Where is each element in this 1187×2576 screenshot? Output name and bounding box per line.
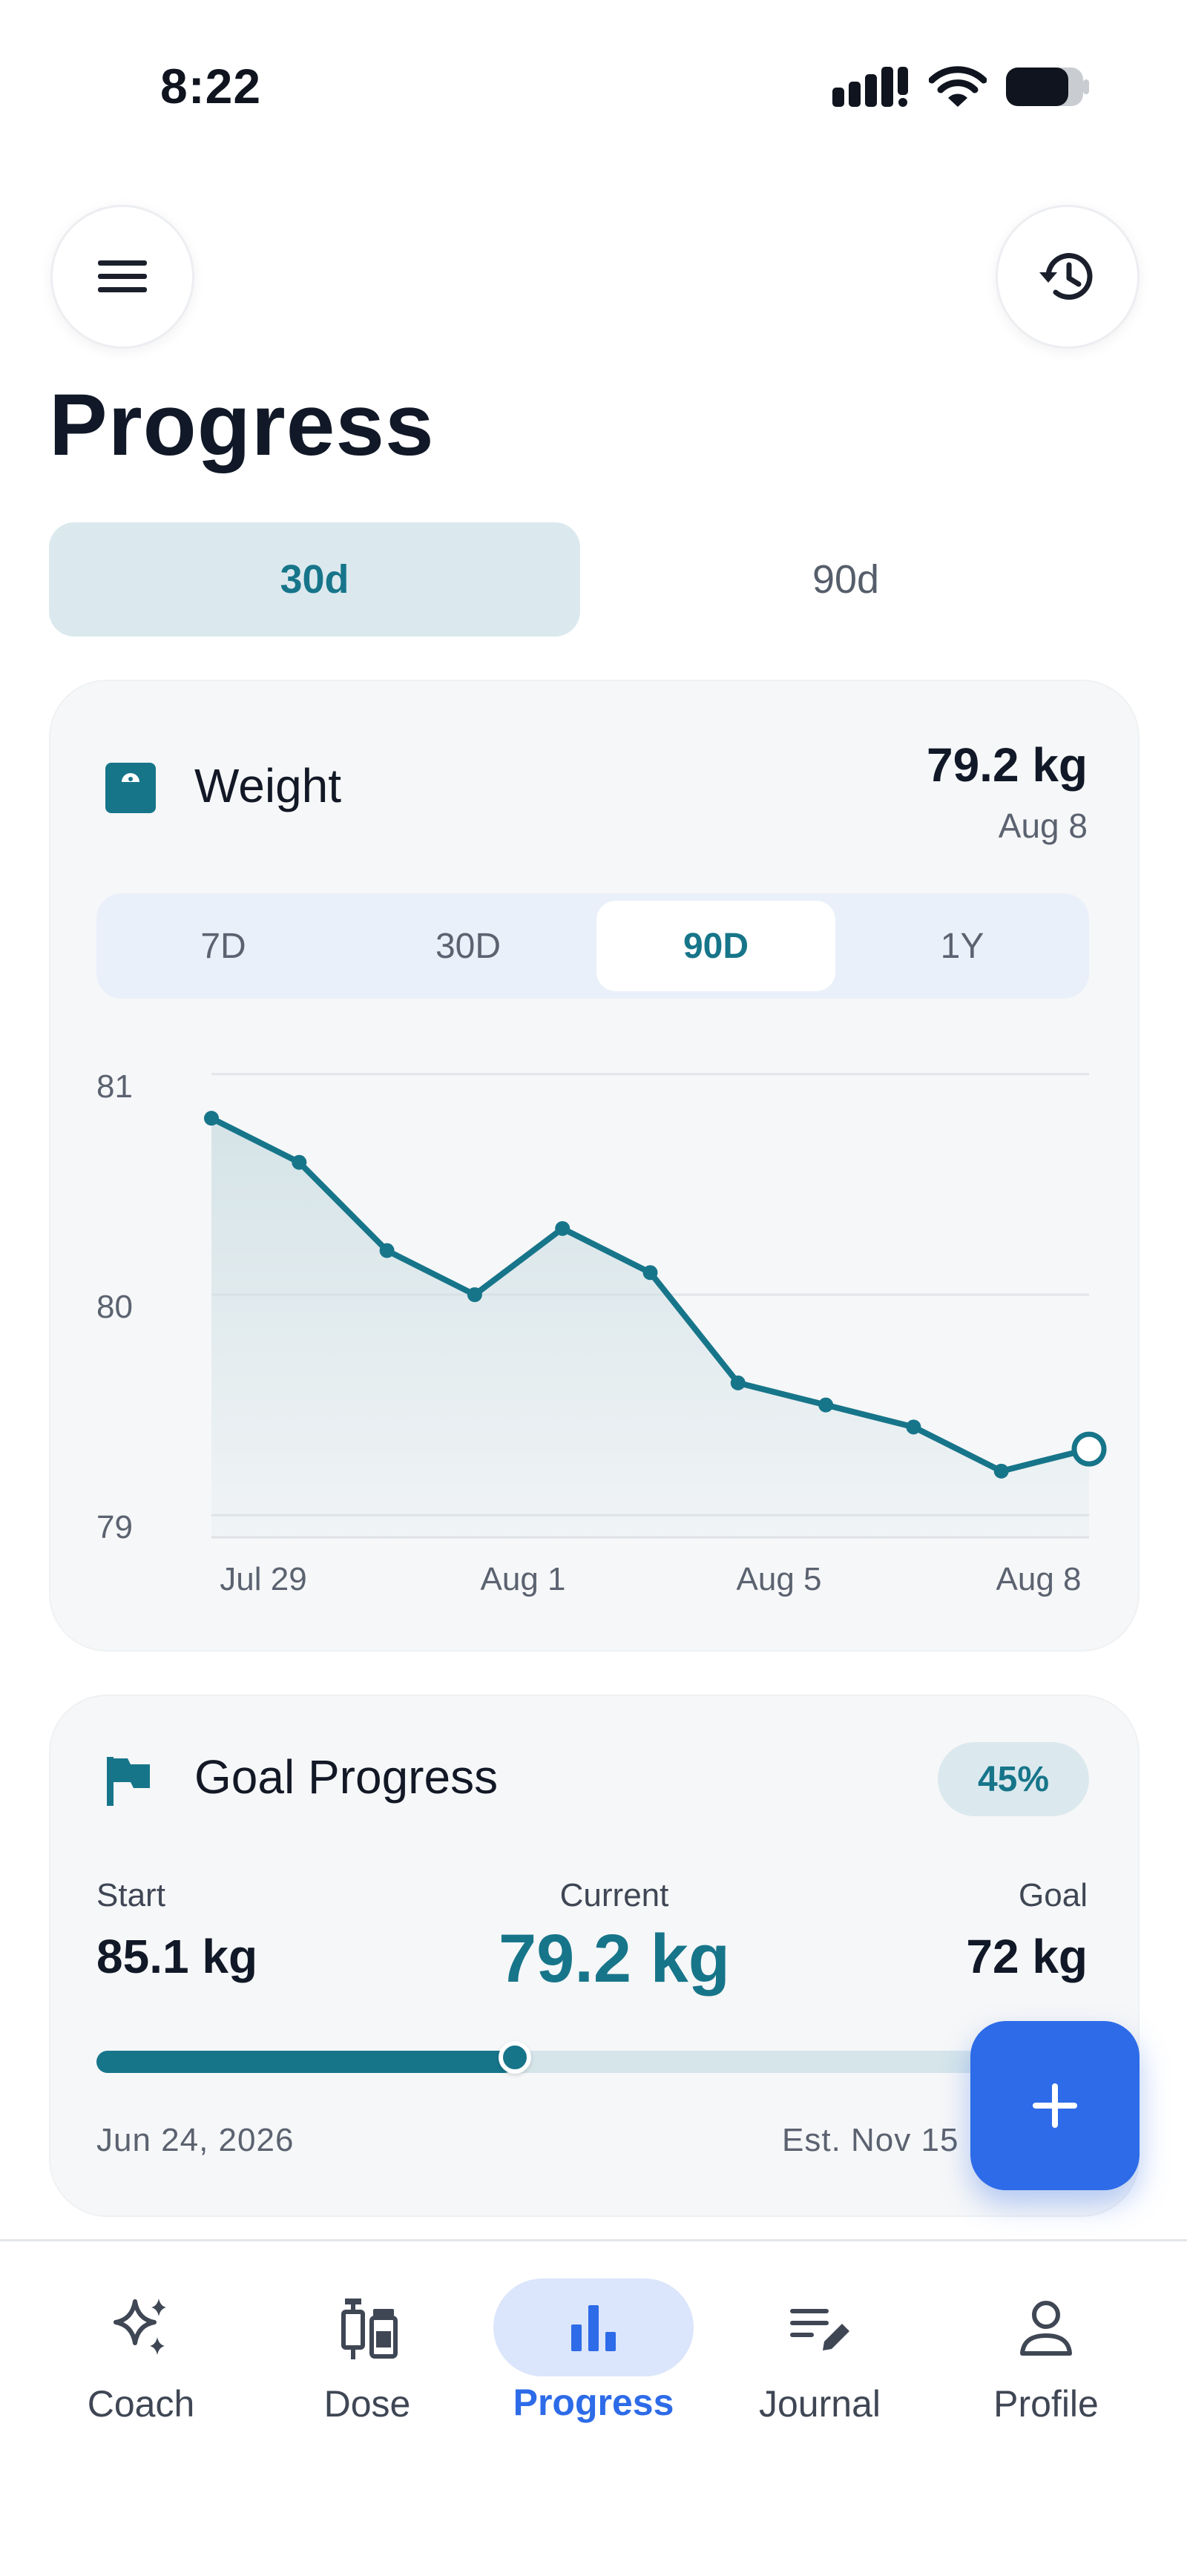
goal-start-label: Start	[96, 1877, 165, 1913]
chart-point	[555, 1220, 571, 1236]
goal-progress-marker	[499, 2041, 531, 2074]
goal-start-date: Jun 24, 2026	[96, 2122, 295, 2158]
goal-start-value: 85.1 kg	[96, 1930, 258, 1983]
range-option-1y[interactable]: 1Y	[940, 926, 984, 966]
notes-edit-icon	[790, 2309, 849, 2350]
nav-label-dose: Dose	[323, 2383, 411, 2425]
goal-estimated-date: Est. Nov 15	[782, 2122, 959, 2158]
range-option-30d[interactable]: 30D	[435, 926, 502, 966]
chart-point	[642, 1265, 658, 1281]
add-entry-button[interactable]	[970, 2021, 1140, 2190]
nav-active-pill	[493, 2278, 694, 2376]
cellular-signal-icon	[832, 67, 908, 107]
chart-area-fill	[211, 1118, 1089, 1537]
period-option-90d[interactable]: 90d	[812, 557, 880, 602]
page-title: Progress	[49, 376, 435, 474]
sparkles-icon	[114, 2299, 166, 2355]
status-time: 8:22	[160, 59, 262, 114]
chart-x-tick-label: Aug 8	[996, 1561, 1082, 1597]
person-icon	[1020, 2301, 1072, 2356]
nav-item-dose[interactable]: Dose	[256, 2287, 479, 2425]
chart-point	[379, 1243, 395, 1258]
nav-item-profile[interactable]: Profile	[935, 2287, 1157, 2425]
chart-x-tick-label: Aug 5	[736, 1561, 822, 1597]
goal-current-value: 79.2 kg	[499, 1921, 730, 1997]
goal-current-label: Current	[559, 1877, 669, 1913]
nav-label-journal: Journal	[759, 2383, 881, 2425]
chart-y-tick-label: 79	[96, 1509, 133, 1546]
wifi-icon	[929, 66, 987, 107]
nav-label-progress: Progress	[513, 2382, 674, 2423]
weight-chart	[204, 1073, 1107, 1539]
goal-progress-fill	[96, 2051, 515, 2073]
hamburger-menu-icon	[98, 260, 147, 292]
chart-point	[730, 1375, 746, 1390]
scale-icon	[104, 761, 157, 818]
goal-target-value: 72 kg	[966, 1930, 1088, 1983]
nav-item-journal[interactable]: Journal	[708, 2287, 931, 2425]
chart-point-latest	[1071, 1431, 1107, 1467]
chart-x-tick-label: Aug 1	[480, 1561, 566, 1597]
syringe-vial-icon	[341, 2299, 398, 2359]
flag-icon	[105, 1755, 153, 1811]
bar-chart-icon	[571, 2305, 616, 2351]
goal-target-label: Goal	[1019, 1877, 1088, 1913]
chart-point	[204, 1111, 219, 1126]
history-clock-icon	[1039, 253, 1093, 300]
plus-icon	[1033, 2083, 1077, 2128]
nav-item-coach[interactable]: Coach	[30, 2287, 252, 2425]
period-selector: 30d 90d	[49, 522, 1091, 637]
goal-card-title: Goal Progress	[194, 1750, 499, 1804]
goal-percent-badge: 45%	[938, 1742, 1089, 1816]
nav-item-progress[interactable]: Progress	[482, 2278, 705, 2424]
weight-current-value: 79.2 kg	[926, 738, 1088, 792]
period-option-30d[interactable]: 30d	[49, 522, 580, 637]
chart-y-tick-label: 81	[96, 1068, 133, 1105]
history-button[interactable]	[996, 205, 1140, 349]
weight-card-title: Weight	[194, 759, 342, 812]
menu-button[interactable]	[50, 205, 194, 349]
bottom-nav: Coach Dose Progress	[0, 2239, 1187, 2576]
range-option-90d[interactable]: 90D	[596, 901, 835, 991]
chart-point	[467, 1287, 482, 1302]
range-option-7d[interactable]: 7D	[200, 926, 246, 966]
chart-point	[993, 1463, 1009, 1479]
chart-y-tick-label: 80	[96, 1289, 133, 1325]
nav-label-profile: Profile	[993, 2383, 1099, 2425]
nav-label-coach: Coach	[87, 2383, 195, 2425]
battery-icon	[1006, 68, 1089, 106]
weight-current-date: Aug 8	[998, 806, 1088, 845]
chart-point	[906, 1419, 921, 1435]
range-selector: 7D 30D 90D 1Y	[96, 893, 1089, 999]
status-icons	[832, 65, 1089, 108]
chart-point	[818, 1397, 834, 1413]
chart-point	[292, 1154, 307, 1170]
chart-x-tick-label: Jul 29	[220, 1561, 307, 1597]
goal-progress-track	[96, 2041, 1089, 2074]
